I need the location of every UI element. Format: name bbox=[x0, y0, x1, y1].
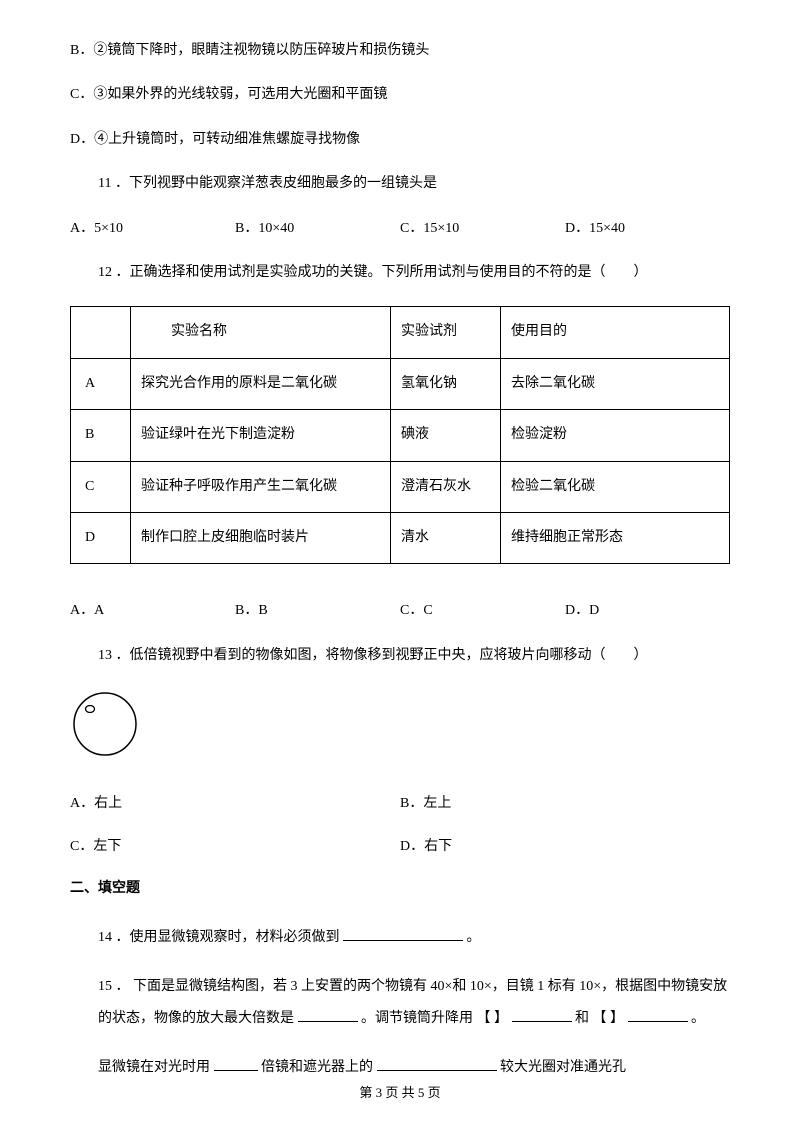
q12-options: A．A B．B C．C D．D bbox=[70, 600, 730, 622]
q14-pre: 14 ．使用显微镜观察时，材料必须做到 bbox=[98, 930, 340, 945]
q16-t3: 较大光圈对准通光孔 bbox=[500, 1060, 626, 1075]
table-row: 实验名称 实验试剂 使用目的 bbox=[71, 307, 730, 358]
q11-d: D．15×40 bbox=[565, 218, 730, 240]
q13-a: A．右上 bbox=[70, 793, 400, 815]
cell: B bbox=[71, 410, 131, 461]
q12-c: C．C bbox=[400, 600, 565, 622]
q13-b: B．左上 bbox=[400, 793, 451, 815]
q13-options-row1: A．右上 B．左上 bbox=[70, 793, 730, 815]
table-header-blank bbox=[71, 307, 131, 358]
cell: C bbox=[71, 461, 131, 512]
field-of-view-circle bbox=[74, 693, 136, 755]
cell-shape bbox=[86, 706, 95, 713]
q15-blank1 bbox=[298, 1008, 358, 1022]
cell: 探究光合作用的原料是二氧化碳 bbox=[131, 358, 391, 409]
option-d: D．④上升镜筒时，可转动细准焦螺旋寻找物像 bbox=[70, 129, 730, 151]
q13-figure bbox=[70, 689, 730, 767]
cell: 去除二氧化碳 bbox=[501, 358, 730, 409]
q15: 15 ． 下面是显微镜结构图，若 3 上安置的两个物镜有 40×和 10×，目镜… bbox=[70, 971, 730, 1035]
page-footer: 第 3 页 共 5 页 bbox=[0, 1083, 800, 1104]
q11-stem: 11 ．下列视野中能观察洋葱表皮细胞最多的一组镜头是 bbox=[70, 173, 730, 195]
q15-t3: 和 【 】 bbox=[575, 1011, 624, 1026]
table-row: C 验证种子呼吸作用产生二氧化碳 澄清石灰水 检验二氧化碳 bbox=[71, 461, 730, 512]
cell: 验证种子呼吸作用产生二氧化碳 bbox=[131, 461, 391, 512]
cell: 检验淀粉 bbox=[501, 410, 730, 461]
q15-blank2 bbox=[512, 1008, 572, 1022]
cell: 验证绿叶在光下制造淀粉 bbox=[131, 410, 391, 461]
cell: A bbox=[71, 358, 131, 409]
cell: 制作口腔上皮细胞临时装片 bbox=[131, 512, 391, 563]
cell: 氢氧化钠 bbox=[391, 358, 501, 409]
table-header-name: 实验名称 bbox=[131, 307, 391, 358]
cell: 清水 bbox=[391, 512, 501, 563]
q11-c: C．15×10 bbox=[400, 218, 565, 240]
q13-c: C．左下 bbox=[70, 836, 400, 858]
q16-t2: 倍镜和遮光器上的 bbox=[261, 1060, 373, 1075]
q12-b: B．B bbox=[235, 600, 400, 622]
table-row: A 探究光合作用的原料是二氧化碳 氢氧化钠 去除二氧化碳 bbox=[71, 358, 730, 409]
cell: 检验二氧化碳 bbox=[501, 461, 730, 512]
q15-t4: 。 bbox=[691, 1011, 705, 1026]
table-header-reagent: 实验试剂 bbox=[391, 307, 501, 358]
q12-stem: 12 ．正确选择和使用试剂是实验成功的关键。下列所用试剂与使用目的不符的是（ ） bbox=[70, 262, 730, 284]
q12-a: A．A bbox=[70, 600, 235, 622]
q13-d: D．右下 bbox=[400, 836, 452, 858]
q11-a: A．5×10 bbox=[70, 218, 235, 240]
q13-stem: 13 ．低倍镜视野中看到的物像如图，将物像移到视野正中央，应将玻片向哪移动（ ） bbox=[70, 645, 730, 667]
cell: 碘液 bbox=[391, 410, 501, 461]
cell: 澄清石灰水 bbox=[391, 461, 501, 512]
q13-options-row2: C．左下 D．右下 bbox=[70, 836, 730, 858]
q12-d: D．D bbox=[565, 600, 730, 622]
q14-blank bbox=[343, 927, 463, 941]
option-b: B．②镜筒下降时，眼睛注视物镜以防压碎玻片和损伤镜头 bbox=[70, 40, 730, 62]
q16-t1: 显微镜在对光时用 bbox=[98, 1060, 210, 1075]
q14: 14 ．使用显微镜观察时，材料必须做到 。 bbox=[70, 927, 730, 949]
q14-post: 。 bbox=[467, 930, 481, 945]
q12-table: 实验名称 实验试剂 使用目的 A 探究光合作用的原料是二氧化碳 氢氧化钠 去除二… bbox=[70, 306, 730, 564]
q16-blank2 bbox=[377, 1057, 497, 1071]
section-2-header: 二、填空题 bbox=[70, 878, 730, 900]
q11-b: B．10×40 bbox=[235, 218, 400, 240]
q11-options: A．5×10 B．10×40 C．15×10 D．15×40 bbox=[70, 218, 730, 240]
option-c: C．③如果外界的光线较弱，可选用大光圈和平面镜 bbox=[70, 84, 730, 106]
q15-blank3 bbox=[628, 1008, 688, 1022]
q16-blank1 bbox=[214, 1057, 258, 1071]
cell: 维持细胞正常形态 bbox=[501, 512, 730, 563]
q16: 显微镜在对光时用 倍镜和遮光器上的 较大光圈对准通光孔 bbox=[70, 1057, 730, 1079]
table-header-purpose: 使用目的 bbox=[501, 307, 730, 358]
q15-t2: 。调节镜筒升降用 【 】 bbox=[361, 1011, 508, 1026]
table-row: D 制作口腔上皮细胞临时装片 清水 维持细胞正常形态 bbox=[71, 512, 730, 563]
cell: D bbox=[71, 512, 131, 563]
table-row: B 验证绿叶在光下制造淀粉 碘液 检验淀粉 bbox=[71, 410, 730, 461]
